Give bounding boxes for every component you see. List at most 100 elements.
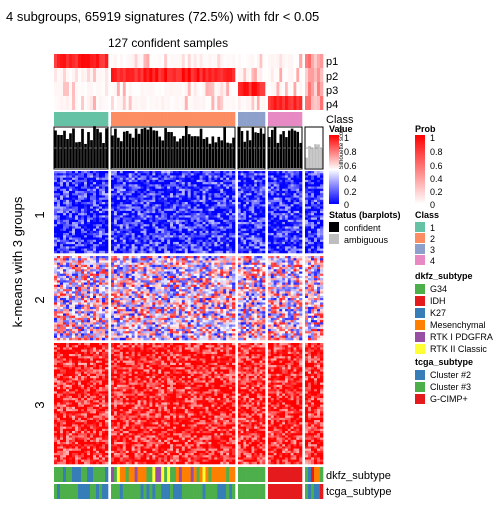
heatmap-cell xyxy=(135,240,138,243)
class-cell xyxy=(87,112,90,126)
heatmap-cell xyxy=(143,233,146,236)
heatmap-cell xyxy=(99,354,102,357)
heatmap-cell xyxy=(126,265,129,268)
heatmap-cell xyxy=(102,215,105,218)
heatmap-cell xyxy=(69,278,72,281)
heatmap-cell xyxy=(126,285,129,288)
heatmap-cell xyxy=(54,191,57,194)
heatmap-cell xyxy=(141,291,144,294)
heatmap-cell xyxy=(120,267,123,270)
heatmap-cell xyxy=(129,237,132,240)
heatmap-cell xyxy=(126,204,129,207)
heatmap-cell xyxy=(75,327,78,330)
heatmap-cell xyxy=(60,387,63,390)
heatmap-cell xyxy=(129,316,132,319)
heatmap-cell xyxy=(132,256,135,259)
heatmap-cell xyxy=(60,402,63,405)
heatmap-cell xyxy=(155,398,158,401)
heatmap-cell xyxy=(72,271,75,274)
heatmap-cell xyxy=(152,278,155,281)
heatmap-cell xyxy=(132,455,135,458)
heatmap-cell xyxy=(84,305,87,308)
prob-cell xyxy=(75,82,78,96)
heatmap-cell xyxy=(117,240,120,243)
figure-title: 4 subgroups, 65919 signatures (72.5%) wi… xyxy=(6,9,319,24)
heatmap-cell xyxy=(123,274,126,277)
heatmap-cell xyxy=(72,198,75,201)
heatmap-cell xyxy=(120,451,123,454)
heatmap-cell xyxy=(152,338,155,341)
heatmap-cell xyxy=(60,213,63,216)
heatmap-cell xyxy=(129,367,132,370)
heatmap-cell xyxy=(63,263,66,266)
heatmap-cell xyxy=(135,322,138,325)
heatmap-cell xyxy=(111,416,114,419)
heatmap-cell xyxy=(155,231,158,234)
heatmap-cell xyxy=(161,451,164,454)
heatmap-cell xyxy=(114,462,117,465)
heatmap-cell xyxy=(146,240,149,243)
heatmap-cell xyxy=(69,276,72,279)
heatmap-cell xyxy=(161,409,164,412)
heatmap-cell xyxy=(54,249,57,252)
heatmap-cell xyxy=(99,365,102,368)
heatmap-cell xyxy=(132,260,135,263)
heatmap-cell xyxy=(123,313,126,316)
heatmap-cell xyxy=(72,413,75,416)
heatmap-cell xyxy=(72,173,75,176)
heatmap-cell xyxy=(123,276,126,279)
heatmap-cell xyxy=(66,374,69,377)
heatmap-cell xyxy=(152,213,155,216)
heatmap-cell xyxy=(138,369,141,372)
heatmap-cell xyxy=(117,367,120,370)
heatmap-cell xyxy=(90,383,93,386)
heatmap-cell xyxy=(66,298,69,301)
heatmap-cell xyxy=(132,457,135,460)
heatmap-cell xyxy=(63,389,66,392)
heatmap-cell xyxy=(111,374,114,377)
silhouette-bar xyxy=(152,130,155,168)
heatmap-cell xyxy=(158,367,161,370)
heatmap-cell xyxy=(141,278,144,281)
prob-cell xyxy=(78,96,81,110)
heatmap-cell xyxy=(75,222,78,225)
heatmap-cell xyxy=(111,313,114,316)
heatmap-cell xyxy=(87,211,90,214)
heatmap-cell xyxy=(90,235,93,238)
heatmap-cell xyxy=(57,460,60,463)
heatmap-cell xyxy=(132,394,135,397)
heatmap-cell xyxy=(126,358,129,361)
heatmap-cell xyxy=(120,420,123,423)
heatmap-cell xyxy=(132,283,135,286)
heatmap-cell xyxy=(105,182,108,185)
heatmap-cell xyxy=(114,178,117,181)
heatmap-cell xyxy=(161,413,164,416)
heatmap-cell xyxy=(96,320,99,323)
heatmap-cell xyxy=(90,316,93,319)
heatmap-cell xyxy=(63,294,66,297)
heatmap-cell xyxy=(60,433,63,436)
heatmap-cell xyxy=(114,175,117,178)
heatmap-cell xyxy=(117,444,120,447)
heatmap-cell xyxy=(105,440,108,443)
heatmap-cell xyxy=(126,191,129,194)
heatmap-cell xyxy=(81,267,84,270)
heatmap-cell xyxy=(63,336,66,339)
heatmap-cell xyxy=(123,329,126,332)
heatmap-cell xyxy=(96,287,99,290)
heatmap-cell xyxy=(87,331,90,334)
heatmap-cell xyxy=(69,405,72,408)
prob-cell xyxy=(111,82,114,96)
heatmap-cell xyxy=(141,398,144,401)
heatmap-cell xyxy=(66,394,69,397)
heatmap-cell xyxy=(114,171,117,174)
heatmap-cell xyxy=(102,372,105,375)
heatmap-cell xyxy=(126,256,129,259)
heatmap-cell xyxy=(60,218,63,221)
heatmap-cell xyxy=(120,287,123,290)
heatmap-cell xyxy=(84,453,87,456)
heatmap-cell xyxy=(90,457,93,460)
heatmap-cell xyxy=(78,424,81,427)
prob-cell xyxy=(146,54,149,68)
prob-cell xyxy=(161,82,164,96)
